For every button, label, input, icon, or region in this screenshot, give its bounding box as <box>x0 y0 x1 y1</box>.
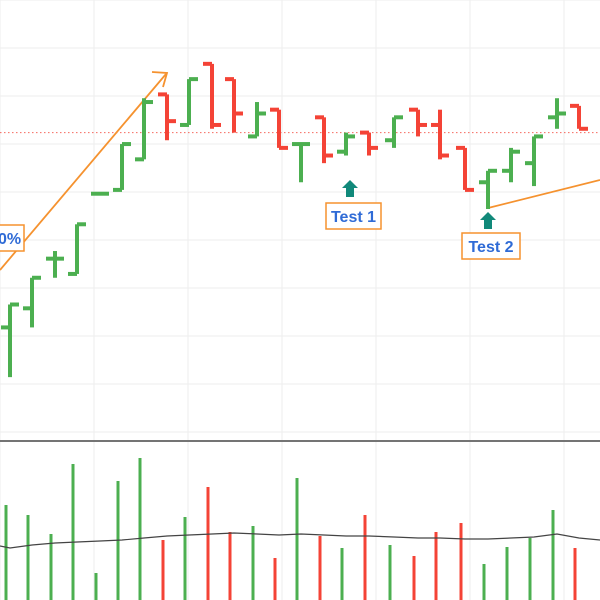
up-arrow-icon <box>342 180 358 197</box>
price-bar <box>270 107 288 150</box>
annotation-box <box>461 232 521 260</box>
price-bar <box>158 92 176 141</box>
price-bar <box>385 115 403 148</box>
volume-average-line <box>0 532 600 549</box>
price-bar <box>502 147 520 183</box>
price-bar <box>548 98 566 129</box>
price-bars <box>1 61 588 378</box>
up-arrow-icon <box>480 212 496 229</box>
price-bar <box>479 168 497 209</box>
price-bar <box>292 142 310 183</box>
price-bar <box>525 134 543 187</box>
annotation: Test 2 <box>461 212 521 260</box>
price-bar <box>203 61 221 129</box>
uptrend-arrowhead <box>151 71 169 88</box>
price-bar <box>570 103 588 131</box>
percent-label: 0% <box>0 231 21 248</box>
uptrend-line <box>0 73 167 271</box>
support-line <box>487 179 600 209</box>
price-bar <box>337 132 355 156</box>
annotation-label: Test 2 <box>468 239 513 256</box>
price-bar <box>248 102 266 139</box>
price-bar <box>431 109 449 160</box>
price-bar <box>1 302 19 378</box>
price-bar <box>315 115 333 164</box>
annotation-box <box>325 202 382 230</box>
price-bar <box>409 107 427 137</box>
price-bar <box>456 145 474 192</box>
price-bar <box>46 251 64 278</box>
price-bar <box>135 98 153 162</box>
price-bar <box>23 275 41 328</box>
volume-bars <box>4 458 577 600</box>
percent-label-frame <box>0 224 25 252</box>
price-bar <box>113 142 131 192</box>
annotation-label: Test 1 <box>331 209 376 226</box>
price-bar <box>360 130 378 156</box>
percent-label-box: 0% <box>0 224 25 252</box>
annotations: Test 1 Test 2 <box>325 180 521 260</box>
price-bar <box>68 222 86 276</box>
annotation: Test 1 <box>325 180 382 230</box>
price-bar <box>225 77 243 133</box>
trend-lines <box>0 71 600 271</box>
price-bar <box>180 77 198 127</box>
